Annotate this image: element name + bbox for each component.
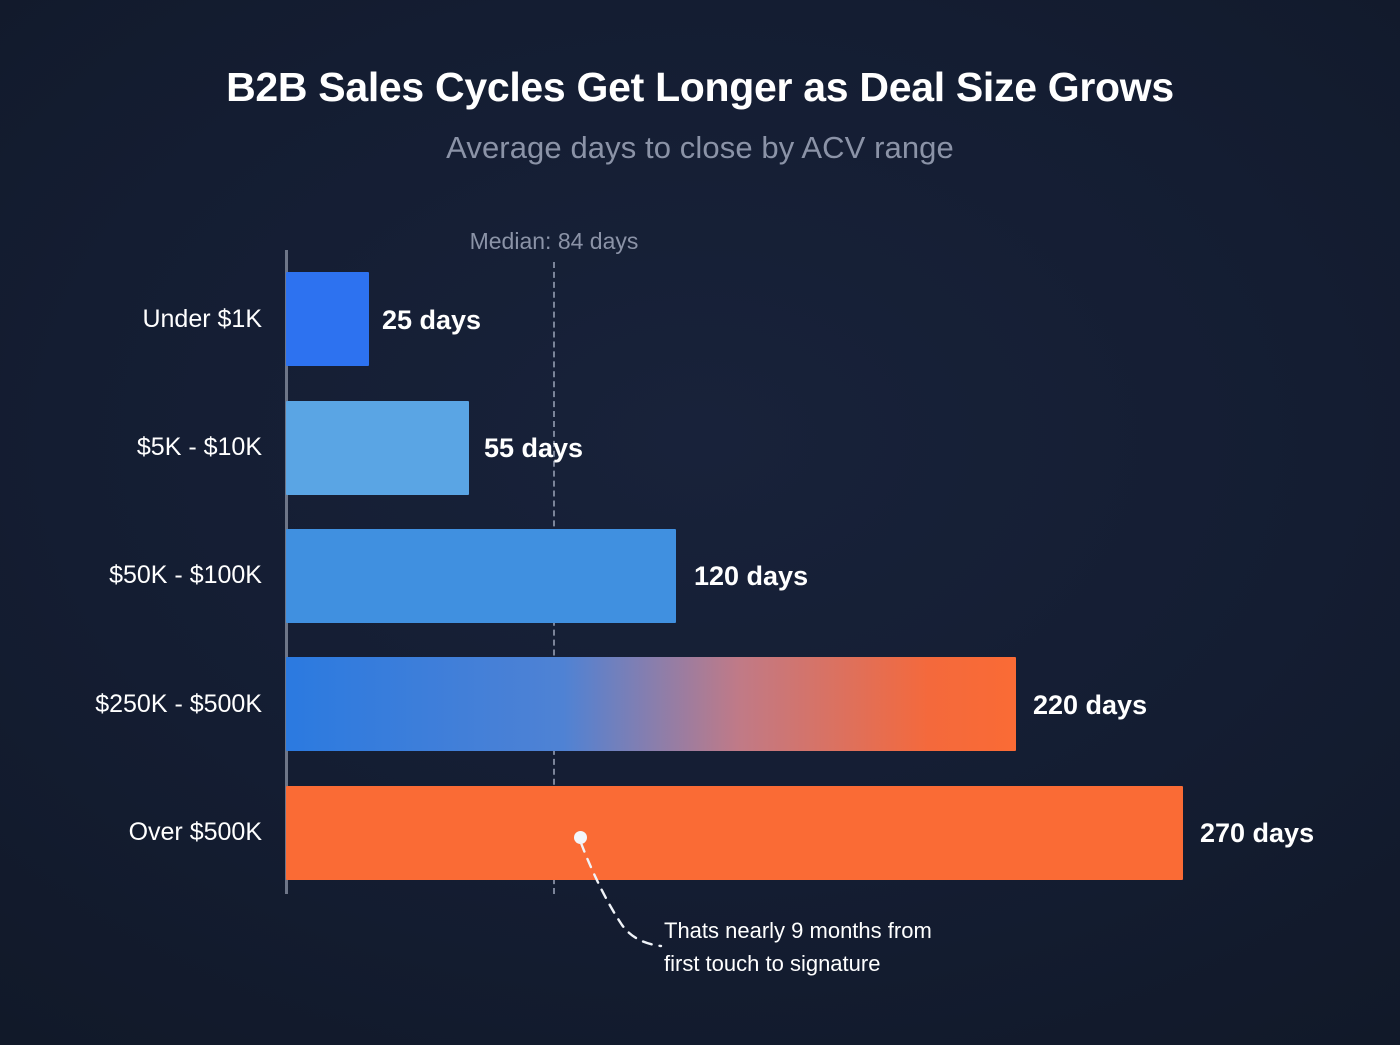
page-title: B2B Sales Cycles Get Longer as Deal Size… [226, 64, 1174, 110]
annotation-text: Thats nearly 9 months from first touch t… [664, 918, 932, 976]
value-label-50k-100k: 120 days [694, 561, 809, 591]
bar-250k-500k[interactable] [286, 657, 1016, 751]
bar-5k-10k[interactable] [286, 401, 469, 495]
value-label-250k-500k: 220 days [1033, 690, 1148, 720]
category-label-250k-500k: $250K - $500K [95, 690, 262, 718]
bar-over-500k[interactable] [286, 786, 1183, 880]
value-label-5k-10k: 55 days [484, 433, 584, 463]
bar-under-1k[interactable] [286, 272, 369, 366]
annotation-anchor-dot [574, 831, 587, 844]
category-label-50k-100k: $50K - $100K [109, 561, 262, 589]
category-label-5k-10k: $5K - $10K [136, 433, 262, 461]
value-label-under-1k: 25 days [382, 305, 482, 335]
category-label-over-500k: Over $500K [128, 818, 262, 846]
category-label-under-1k: Under $1K [142, 305, 262, 333]
annotation-leader-line [560, 830, 690, 960]
chart-subtitle: Average days to close by ACV range [446, 130, 954, 165]
bar-50k-100k[interactable] [286, 529, 676, 623]
value-label-over-500k: 270 days [1200, 818, 1315, 848]
median-reference-label: Median: 84 days [469, 228, 639, 254]
